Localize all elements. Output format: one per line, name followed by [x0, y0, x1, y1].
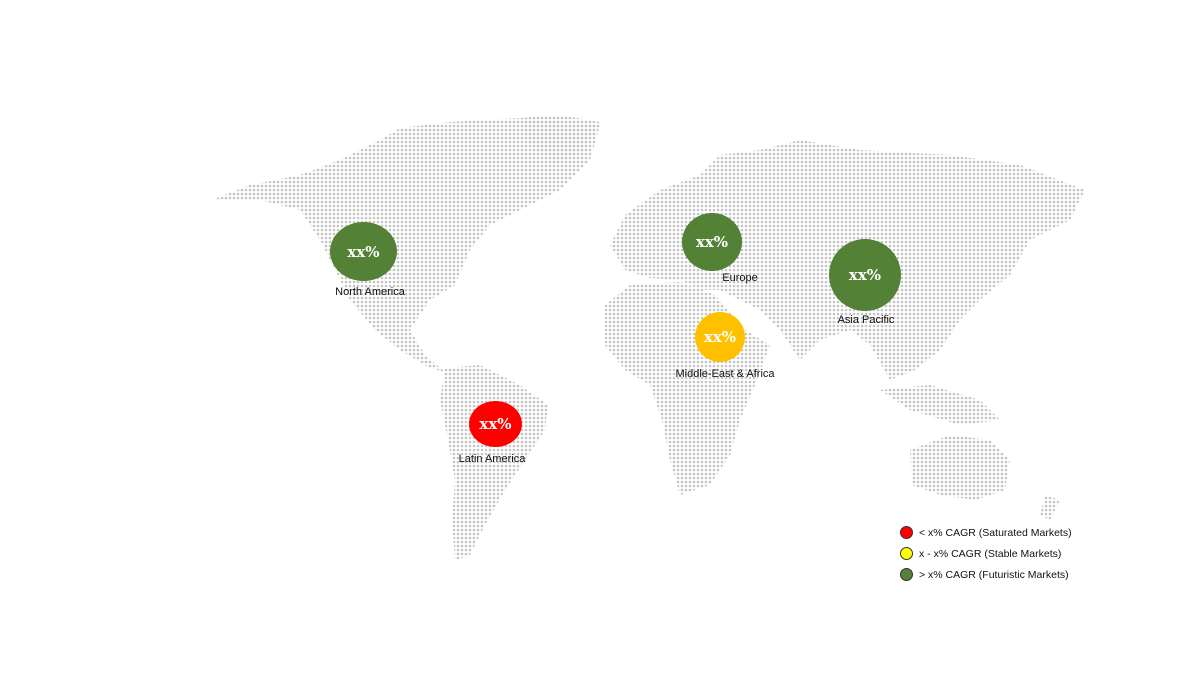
- latin-america-value: xx%: [479, 415, 512, 433]
- middle-east-africa-bubble: xx%: [695, 312, 745, 362]
- legend-label: x - x% CAGR (Stable Markets): [919, 547, 1062, 560]
- north-america-value: xx%: [347, 242, 380, 261]
- north-america-bubble: xx%: [330, 222, 397, 281]
- europe-label: Europe: [722, 272, 758, 284]
- new-zealand-landmass: [1040, 495, 1060, 520]
- legend: < x% CAGR (Saturated Markets) x - x% CAG…: [900, 522, 1072, 585]
- australia-landmass: [910, 435, 1010, 500]
- africa-landmass: [605, 282, 770, 495]
- legend-item-futuristic: > x% CAGR (Futuristic Markets): [900, 564, 1072, 585]
- greenland-landmass: [520, 115, 600, 165]
- middle-east-africa-label: Middle-East & Africa: [675, 368, 775, 380]
- latin-america-bubble: xx%: [469, 401, 522, 447]
- middle-east-africa-value: xx%: [703, 328, 737, 346]
- legend-label: > x% CAGR (Futuristic Markets): [919, 568, 1069, 581]
- legend-item-stable: x - x% CAGR (Stable Markets): [900, 543, 1072, 564]
- asia-pacific-value: xx%: [848, 266, 882, 284]
- south-america-landmass: [440, 365, 548, 560]
- southeast-asia-islands: [880, 385, 1000, 425]
- north-america-landmass: [212, 118, 600, 372]
- europe-value: xx%: [695, 233, 729, 251]
- legend-label: < x% CAGR (Saturated Markets): [919, 526, 1072, 539]
- asia-pacific-label: Asia Pacific: [837, 314, 895, 326]
- yellow-dot-icon: [900, 547, 913, 560]
- latin-america-label: Latin America: [458, 453, 526, 465]
- asia-pacific-bubble: xx%: [829, 239, 901, 311]
- europe-bubble: xx%: [682, 213, 742, 271]
- legend-item-saturated: < x% CAGR (Saturated Markets): [900, 522, 1072, 543]
- north-america-label: North America: [335, 286, 405, 298]
- green-dot-icon: [900, 568, 913, 581]
- red-dot-icon: [900, 526, 913, 539]
